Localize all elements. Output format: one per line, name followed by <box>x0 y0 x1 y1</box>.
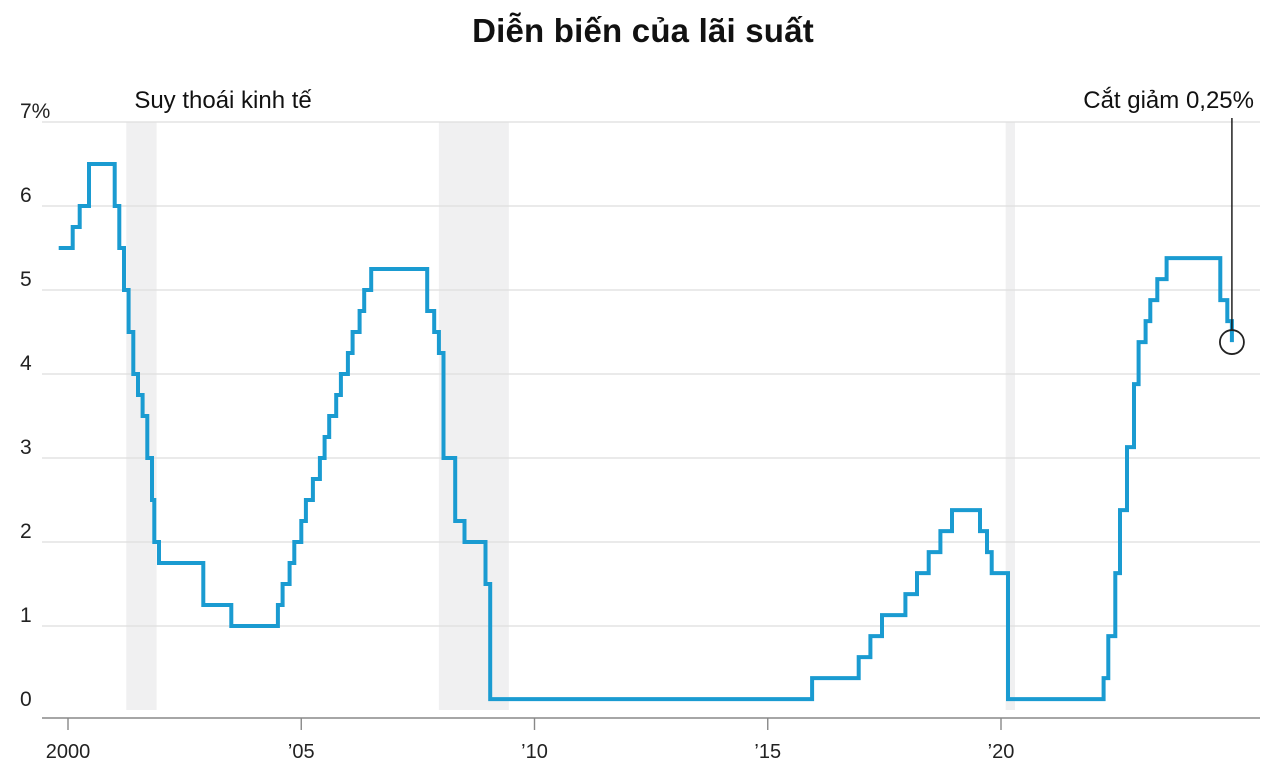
chart-title: Diễn biến của lãi suất <box>472 12 814 49</box>
x-tick-label: ’20 <box>988 741 1015 763</box>
y-tick-label: 3 <box>20 436 32 459</box>
x-tick-label: ’05 <box>288 741 315 763</box>
annotations: Suy thoái kinh tế Cắt giảm 0,25% <box>134 87 1254 355</box>
x-axis-ticks: 2000 ’05 ’10 ’15 ’20 <box>46 718 1015 763</box>
y-tick-label: 4 <box>20 352 32 375</box>
y-tick-label: 0 <box>20 688 32 711</box>
y-tick-label: 6 <box>20 184 32 207</box>
y-tick-label: 7% <box>20 100 50 123</box>
x-tick-label: ’10 <box>521 741 548 763</box>
y-tick-label: 2 <box>20 520 32 543</box>
series-group <box>58 162 1234 702</box>
x-tick-label: ’15 <box>754 741 781 763</box>
y-tick-label: 5 <box>20 268 32 291</box>
x-tick-label: 2000 <box>46 741 91 763</box>
recession-band-1 <box>438 122 509 710</box>
y-tick-label: 1 <box>20 604 32 627</box>
annotation-marker-circle <box>1219 329 1245 355</box>
annotation-rate-cut: Cắt giảm 0,25% <box>1083 87 1254 114</box>
y-axis-ticks: 0 1 2 3 4 5 6 7% <box>20 100 50 711</box>
recession-band-2 <box>1005 122 1015 710</box>
series-line-0 <box>58 162 1234 702</box>
annotation-recession: Suy thoái kinh tế <box>134 87 312 114</box>
gridlines <box>42 121 1260 719</box>
